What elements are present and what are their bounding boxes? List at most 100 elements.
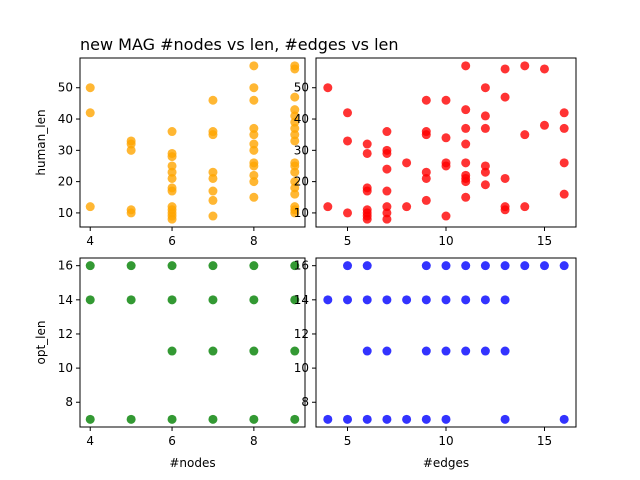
- axes-frame: [79, 57, 306, 228]
- data-point: [520, 61, 530, 71]
- data-point: [480, 83, 490, 93]
- data-point: [167, 161, 177, 171]
- data-point: [382, 208, 392, 218]
- y-tick-label: 30: [58, 143, 73, 157]
- data-point: [382, 214, 392, 224]
- data-point: [520, 261, 530, 271]
- data-point: [85, 83, 95, 93]
- subplot-top-left: 4 6 8 10 20 30 40 50 human_len: [34, 57, 306, 248]
- data-point: [290, 64, 300, 74]
- data-point: [167, 261, 177, 271]
- data-point: [167, 186, 177, 196]
- data-point: [421, 295, 431, 305]
- data-point: [402, 414, 412, 424]
- data-point: [461, 192, 471, 202]
- data-point: [441, 414, 451, 424]
- x-axis-label: #nodes: [169, 456, 215, 470]
- data-point: [539, 64, 549, 74]
- data-point: [421, 130, 431, 140]
- data-point: [290, 189, 300, 199]
- data-point: [421, 195, 431, 205]
- data-point: [362, 139, 372, 149]
- y-tick-label: 40: [58, 112, 73, 126]
- x-tick-label: 8: [250, 234, 258, 248]
- data-point: [208, 95, 218, 105]
- data-point: [461, 139, 471, 149]
- data-point: [441, 346, 451, 356]
- data-point: [249, 346, 259, 356]
- data-point: [249, 170, 259, 180]
- data-point: [208, 211, 218, 221]
- data-point: [382, 414, 392, 424]
- data-point: [520, 130, 530, 140]
- y-tick-label: 8: [301, 395, 309, 409]
- data-point: [167, 167, 177, 177]
- data-point: [249, 192, 259, 202]
- data-point: [208, 261, 218, 271]
- data-point: [461, 61, 471, 71]
- data-point: [559, 414, 569, 424]
- data-point: [421, 261, 431, 271]
- data-point: [343, 261, 353, 271]
- data-point: [85, 108, 95, 118]
- y-tick-label: 10: [58, 206, 73, 220]
- data-point: [539, 120, 549, 130]
- y-tick-label: 10: [294, 361, 309, 375]
- data-point: [126, 414, 136, 424]
- data-point: [343, 295, 353, 305]
- data-point: [559, 189, 569, 199]
- data-point: [382, 127, 392, 137]
- y-tick-label: 12: [58, 327, 73, 341]
- data-point: [421, 173, 431, 183]
- y-axis-label: human_len: [34, 109, 48, 175]
- data-point: [249, 261, 259, 271]
- data-point: [290, 111, 300, 121]
- data-point: [249, 414, 259, 424]
- data-point: [249, 145, 259, 155]
- data-point: [402, 158, 412, 168]
- y-tick-label: 40: [294, 112, 309, 126]
- x-tick-label: 8: [250, 434, 258, 448]
- data-point: [167, 295, 177, 305]
- data-point: [441, 261, 451, 271]
- data-point: [249, 177, 259, 187]
- x-tick-label: 10: [438, 234, 453, 248]
- y-tick-label: 20: [58, 175, 73, 189]
- data-point: [539, 261, 549, 271]
- y-tick-label: 14: [294, 293, 309, 307]
- data-point: [290, 117, 300, 127]
- data-point: [290, 295, 300, 305]
- x-tick-label: 4: [86, 234, 94, 248]
- data-point: [290, 414, 300, 424]
- data-point: [126, 145, 136, 155]
- data-point: [559, 158, 569, 168]
- data-point: [85, 414, 95, 424]
- data-point: [290, 130, 300, 140]
- data-point: [559, 261, 569, 271]
- y-tick-label: 10: [58, 361, 73, 375]
- data-point: [290, 177, 300, 187]
- data-point: [249, 83, 259, 93]
- data-point: [362, 186, 372, 196]
- data-point: [500, 173, 510, 183]
- data-point: [382, 202, 392, 212]
- data-point: [323, 414, 333, 424]
- y-tick-label: 14: [58, 293, 73, 307]
- data-point: [290, 167, 300, 177]
- data-point: [480, 111, 490, 121]
- data-point: [362, 346, 372, 356]
- data-point: [559, 108, 569, 118]
- data-point: [249, 295, 259, 305]
- data-point: [441, 211, 451, 221]
- data-point: [290, 161, 300, 171]
- data-point: [167, 127, 177, 137]
- data-point: [441, 295, 451, 305]
- data-point: [441, 133, 451, 143]
- data-point: [208, 295, 218, 305]
- data-point: [167, 414, 177, 424]
- data-point: [480, 261, 490, 271]
- data-point: [461, 105, 471, 115]
- data-point: [167, 173, 177, 183]
